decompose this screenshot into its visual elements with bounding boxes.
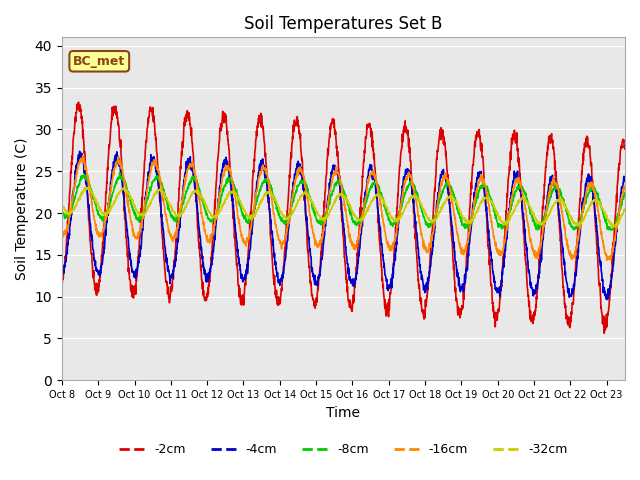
-2cm	[75, 99, 83, 105]
X-axis label: Time: Time	[326, 406, 360, 420]
-8cm	[534, 227, 541, 233]
-2cm	[317, 249, 325, 254]
-32cm	[332, 196, 340, 202]
-8cm	[116, 170, 124, 176]
-4cm	[76, 148, 83, 154]
-32cm	[87, 188, 95, 194]
Title: Soil Temperatures Set B: Soil Temperatures Set B	[244, 15, 442, 33]
-2cm	[58, 280, 66, 286]
-4cm	[603, 297, 611, 302]
-8cm	[317, 221, 325, 227]
Line: -16cm: -16cm	[62, 156, 625, 260]
-4cm	[332, 169, 340, 175]
-2cm	[502, 221, 509, 227]
-16cm	[79, 153, 87, 158]
-8cm	[605, 224, 612, 230]
-16cm	[58, 229, 66, 235]
-4cm	[58, 264, 66, 270]
-16cm	[621, 184, 628, 190]
-8cm	[332, 180, 340, 186]
-8cm	[605, 226, 613, 232]
Text: BC_met: BC_met	[73, 55, 125, 68]
-4cm	[502, 248, 509, 253]
-16cm	[502, 236, 509, 241]
-32cm	[317, 216, 325, 221]
-8cm	[502, 223, 509, 228]
Line: -32cm: -32cm	[62, 187, 625, 228]
-16cm	[332, 164, 340, 170]
-32cm	[58, 202, 66, 208]
-32cm	[82, 184, 90, 190]
-16cm	[603, 257, 611, 263]
-4cm	[605, 293, 612, 299]
-2cm	[605, 304, 613, 310]
-32cm	[605, 217, 612, 223]
-4cm	[605, 288, 613, 294]
-2cm	[605, 304, 612, 310]
-8cm	[621, 192, 628, 198]
-16cm	[317, 237, 325, 243]
Y-axis label: Soil Temperature (C): Soil Temperature (C)	[15, 138, 29, 280]
-2cm	[87, 248, 95, 254]
-2cm	[621, 146, 628, 152]
Line: -2cm: -2cm	[62, 102, 625, 333]
-4cm	[317, 261, 325, 266]
-4cm	[87, 231, 95, 237]
-16cm	[87, 193, 95, 199]
Line: -8cm: -8cm	[62, 173, 625, 230]
-8cm	[87, 185, 95, 191]
-32cm	[621, 205, 628, 211]
-16cm	[605, 256, 613, 262]
-32cm	[502, 219, 509, 225]
-2cm	[600, 330, 608, 336]
Line: -4cm: -4cm	[62, 151, 625, 300]
-2cm	[332, 136, 340, 142]
Legend: -2cm, -4cm, -8cm, -16cm, -32cm: -2cm, -4cm, -8cm, -16cm, -32cm	[114, 438, 573, 461]
-32cm	[605, 218, 612, 224]
-8cm	[58, 210, 66, 216]
-16cm	[605, 254, 612, 260]
-32cm	[609, 225, 617, 230]
-4cm	[621, 178, 628, 184]
